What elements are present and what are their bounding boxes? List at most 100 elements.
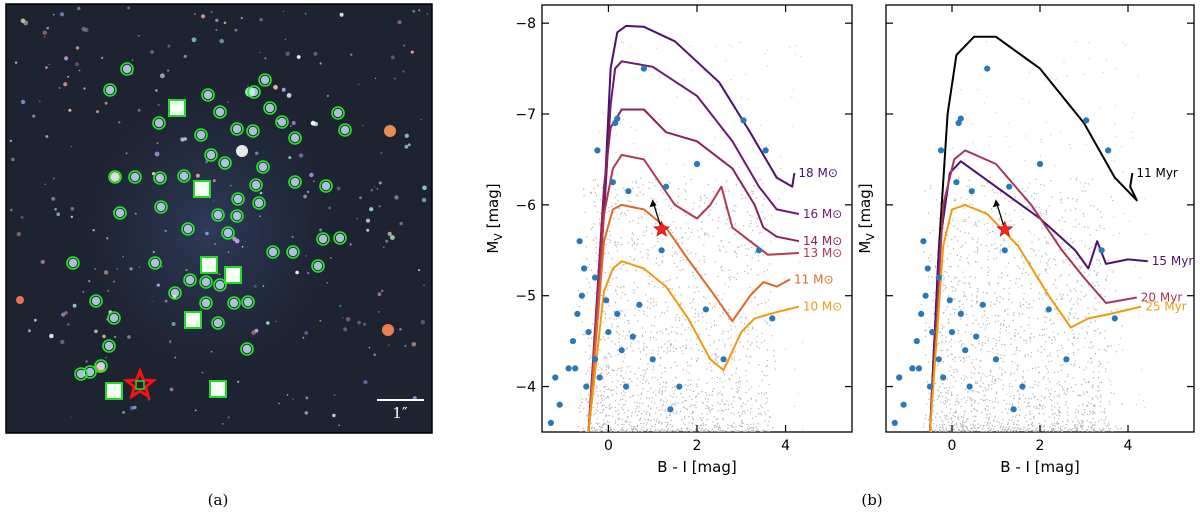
field-star-point — [695, 429, 697, 431]
member-star-point — [1063, 356, 1070, 363]
field-star-point — [961, 424, 963, 426]
field-star-point — [681, 401, 684, 404]
field-star-point — [1032, 393, 1034, 395]
field-star-point — [1034, 234, 1036, 236]
field-star-point — [638, 367, 640, 369]
star-circle-marker — [211, 316, 225, 330]
field-star-point — [704, 233, 706, 236]
field-star-point — [678, 286, 680, 288]
field-star-point — [703, 195, 706, 197]
field-star-point — [1098, 265, 1100, 267]
field-star-point — [937, 390, 940, 392]
field-star-point — [1085, 367, 1087, 369]
field-star-point — [655, 222, 657, 225]
field-star-point — [1060, 295, 1062, 297]
field-star-point — [660, 376, 662, 379]
field-star-point — [623, 212, 626, 215]
field-star-point — [746, 264, 749, 267]
background-star — [138, 266, 141, 268]
field-star-point — [738, 396, 740, 399]
field-star-point — [983, 424, 985, 427]
field-star-point — [1109, 380, 1112, 382]
field-star-point — [605, 406, 607, 409]
field-star-point — [1066, 75, 1068, 77]
field-star-point — [1051, 196, 1053, 198]
background-star — [307, 272, 310, 275]
field-star-point — [1035, 428, 1037, 430]
field-star-point — [758, 364, 760, 366]
field-star-point — [963, 379, 965, 381]
field-star-point — [1108, 378, 1110, 380]
field-star-point — [1060, 298, 1063, 300]
y-axis-label: MV [mag] — [484, 183, 505, 253]
series-line — [929, 203, 1142, 432]
field-star-point — [639, 402, 641, 404]
field-star-point — [981, 316, 983, 318]
field-star-point — [599, 130, 601, 132]
field-star-point — [1050, 356, 1052, 358]
field-star-point — [1069, 300, 1071, 302]
background-star — [127, 6, 130, 10]
field-star-point — [735, 278, 738, 281]
field-star-point — [632, 187, 634, 189]
member-star-point — [762, 147, 769, 154]
field-star-point — [594, 205, 596, 207]
field-star-point — [655, 420, 658, 423]
field-star-point — [1052, 258, 1054, 260]
field-star-point — [604, 317, 607, 320]
field-star-cloud — [920, 41, 1147, 432]
field-star-point — [1017, 391, 1019, 393]
field-star-point — [941, 419, 943, 422]
star-circle-marker — [286, 245, 300, 259]
field-star-point — [994, 248, 996, 250]
field-star-point — [756, 197, 758, 199]
field-star-point — [1060, 369, 1062, 372]
field-star-point — [931, 429, 933, 431]
field-star-point — [597, 211, 599, 213]
field-star-point — [943, 326, 945, 328]
field-star-point — [651, 349, 654, 351]
field-star-point — [954, 277, 956, 279]
field-star-point — [1103, 410, 1105, 413]
field-star-point — [675, 348, 678, 350]
field-star-point — [1053, 412, 1055, 414]
field-star-point — [697, 378, 700, 380]
field-star-point — [1049, 426, 1051, 428]
field-star-point — [1055, 263, 1057, 266]
field-star-point — [1046, 240, 1048, 243]
field-star-point — [642, 193, 645, 196]
field-star-point — [1050, 430, 1052, 432]
field-star-point — [622, 264, 624, 266]
field-star-point — [646, 315, 648, 317]
field-star-point — [1010, 338, 1012, 340]
field-star-point — [1072, 344, 1074, 346]
field-star-point — [640, 413, 643, 415]
field-star-point — [1035, 429, 1037, 431]
field-star-point — [739, 228, 741, 230]
field-star-point — [942, 283, 945, 285]
background-star — [288, 156, 292, 160]
field-star-point — [760, 392, 763, 394]
field-star-point — [640, 394, 642, 396]
field-star-point — [1075, 426, 1078, 429]
field-star-point — [1059, 191, 1062, 194]
field-star-point — [688, 286, 690, 288]
field-star-point — [932, 410, 935, 412]
field-star-point — [1065, 427, 1067, 429]
field-star-point — [966, 418, 968, 421]
field-star-point — [766, 359, 769, 362]
field-star-point — [1048, 396, 1050, 398]
field-star-point — [991, 189, 994, 191]
star-square-marker — [184, 311, 202, 329]
field-star-point — [993, 303, 995, 305]
x-tick-label: 0 — [604, 438, 613, 454]
field-star-point — [1109, 403, 1111, 405]
field-star-point — [672, 379, 674, 381]
field-star-point — [941, 411, 943, 413]
field-star-point — [687, 364, 689, 367]
star-circle-marker — [102, 339, 116, 353]
series-label: 10 M⊙ — [803, 300, 843, 314]
field-star-point — [1131, 117, 1134, 119]
series-label: 11 M⊙ — [794, 272, 834, 286]
field-star-point — [964, 276, 966, 278]
